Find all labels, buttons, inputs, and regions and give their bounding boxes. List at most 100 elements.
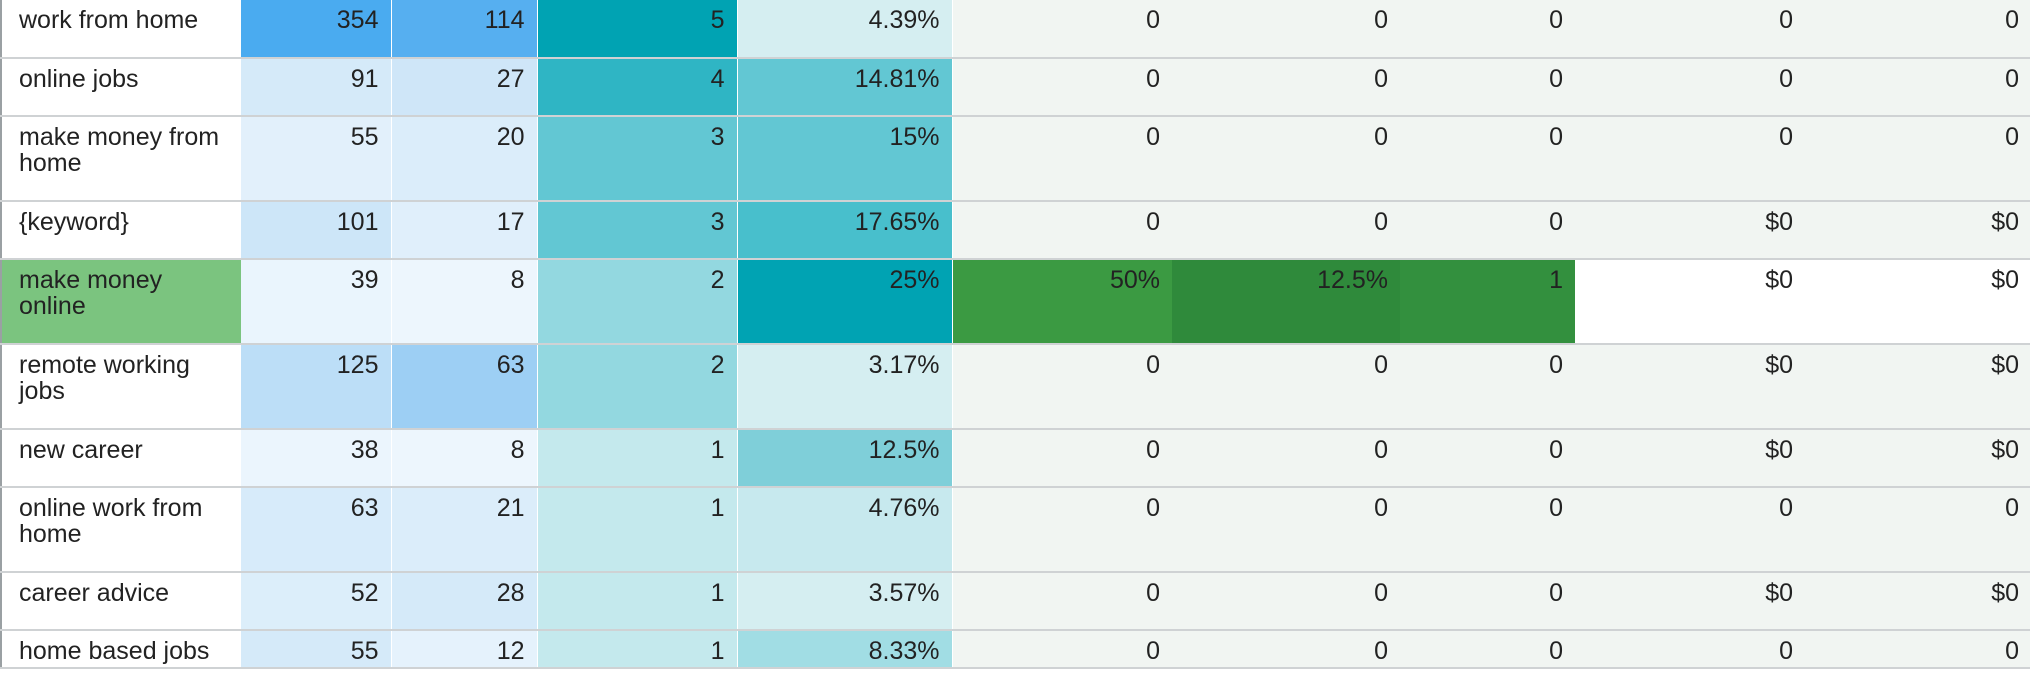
table-row[interactable]: make money from home 55 20 3 15% 0 0 0 0 0	[0, 116, 2030, 202]
impressions-cell: 28	[391, 572, 538, 631]
metric-b-cell: 0	[1172, 344, 1400, 430]
metric-d-cell: 0	[1575, 0, 1805, 59]
keyword-cell: online jobs	[0, 58, 241, 117]
rate-cell: 15%	[737, 116, 953, 202]
metric-a-cell: 0	[952, 58, 1172, 117]
metric-d-cell: 0	[1575, 487, 1805, 573]
metric-d-cell: 0	[1575, 630, 1805, 669]
clicks-cell: 55	[241, 116, 392, 202]
count-cell: 5	[537, 0, 738, 59]
table-row[interactable]: {keyword} 101 17 3 17.65% 0 0 0 $0 $0	[0, 201, 2030, 260]
metric-d-cell: 0	[1575, 116, 1805, 202]
metric-c-cell: 0	[1400, 116, 1575, 202]
count-cell: 4	[537, 58, 738, 117]
impressions-cell: 17	[391, 201, 538, 260]
metric-d-cell: $0	[1575, 259, 1805, 345]
metric-d-cell: $0	[1575, 201, 1805, 260]
keyword-cell: make money online	[0, 259, 241, 345]
impressions-cell: 20	[391, 116, 538, 202]
keyword-performance-table: work from home 354 114 5 4.39% 0 0 0 0 0 online jo…	[0, 0, 2030, 669]
clicks-cell: 354	[241, 0, 392, 59]
rate-cell: 3.17%	[737, 344, 953, 430]
table-row[interactable]: online jobs 91 27 4 14.81% 0 0 0 0 0	[0, 58, 2030, 117]
rate-cell: 4.76%	[737, 487, 953, 573]
metric-b-cell: 0	[1172, 429, 1400, 488]
metric-c-cell: 0	[1400, 201, 1575, 260]
metric-b-cell: 0	[1172, 201, 1400, 260]
impressions-cell: 12	[391, 630, 538, 669]
clicks-cell: 38	[241, 429, 392, 488]
metric-b-cell: 0	[1172, 572, 1400, 631]
metric-e-cell: 0	[1805, 487, 2030, 573]
table-row[interactable]: make money online 39 8 2 25% 50% 12.5% 1 $0 $0	[0, 259, 2030, 345]
keyword-cell: remote working jobs	[0, 344, 241, 430]
impressions-cell: 63	[391, 344, 538, 430]
metric-c-cell: 0	[1400, 630, 1575, 669]
table-row[interactable]: new career 38 8 1 12.5% 0 0 0 $0 $0	[0, 429, 2030, 488]
metric-d-cell: 0	[1575, 58, 1805, 117]
clicks-cell: 55	[241, 630, 392, 669]
metric-e-cell: $0	[1805, 572, 2030, 631]
rate-cell: 17.65%	[737, 201, 953, 260]
metric-a-cell: 0	[952, 116, 1172, 202]
count-cell: 3	[537, 201, 738, 260]
keyword-cell: new career	[0, 429, 241, 488]
impressions-cell: 8	[391, 259, 538, 345]
metric-c-cell: 0	[1400, 0, 1575, 59]
count-cell: 1	[537, 572, 738, 631]
metric-b-cell: 12.5%	[1172, 259, 1400, 345]
rate-cell: 14.81%	[737, 58, 953, 117]
metric-e-cell: 0	[1805, 58, 2030, 117]
metric-c-cell: 0	[1400, 572, 1575, 631]
metric-c-cell: 0	[1400, 429, 1575, 488]
metric-c-cell: 1	[1400, 259, 1575, 345]
metric-c-cell: 0	[1400, 487, 1575, 573]
impressions-cell: 27	[391, 58, 538, 117]
metric-d-cell: $0	[1575, 344, 1805, 430]
clicks-cell: 52	[241, 572, 392, 631]
rate-cell: 12.5%	[737, 429, 953, 488]
keyword-cell: career advice	[0, 572, 241, 631]
keyword-cell: home based jobs	[0, 630, 241, 669]
count-cell: 1	[537, 429, 738, 488]
clicks-cell: 39	[241, 259, 392, 345]
metric-a-cell: 0	[952, 572, 1172, 631]
impressions-cell: 8	[391, 429, 538, 488]
metric-d-cell: $0	[1575, 572, 1805, 631]
metric-e-cell: $0	[1805, 201, 2030, 260]
metric-e-cell: $0	[1805, 259, 2030, 345]
clicks-cell: 63	[241, 487, 392, 573]
data-table: work from home 354 114 5 4.39% 0 0 0 0 0 online jo…	[0, 0, 2030, 669]
count-cell: 2	[537, 259, 738, 345]
table-row[interactable]: online work from home 63 21 1 4.76% 0 0 0 0 0	[0, 487, 2030, 573]
metric-a-cell: 0	[952, 0, 1172, 59]
metric-a-cell: 0	[952, 487, 1172, 573]
keyword-cell: {keyword}	[0, 201, 241, 260]
metric-e-cell: $0	[1805, 429, 2030, 488]
table-row[interactable]: remote working jobs 125 63 2 3.17% 0 0 0 $0 $0	[0, 344, 2030, 430]
table-body: work from home 354 114 5 4.39% 0 0 0 0 0 online jo…	[0, 0, 2030, 669]
rate-cell: 8.33%	[737, 630, 953, 669]
table-row[interactable]: home based jobs 55 12 1 8.33% 0 0 0 0 0	[0, 630, 2030, 669]
metric-c-cell: 0	[1400, 344, 1575, 430]
keyword-cell: make money from home	[0, 116, 241, 202]
table-row[interactable]: career advice 52 28 1 3.57% 0 0 0 $0 $0	[0, 572, 2030, 631]
table-row[interactable]: work from home 354 114 5 4.39% 0 0 0 0 0	[0, 0, 2030, 59]
clicks-cell: 101	[241, 201, 392, 260]
impressions-cell: 114	[391, 0, 538, 59]
metric-a-cell: 50%	[952, 259, 1172, 345]
metric-e-cell: 0	[1805, 0, 2030, 59]
count-cell: 1	[537, 630, 738, 669]
metric-c-cell: 0	[1400, 58, 1575, 117]
metric-e-cell: 0	[1805, 116, 2030, 202]
metric-e-cell: 0	[1805, 630, 2030, 669]
rate-cell: 3.57%	[737, 572, 953, 631]
keyword-cell: work from home	[0, 0, 241, 59]
count-cell: 1	[537, 487, 738, 573]
metric-a-cell: 0	[952, 630, 1172, 669]
count-cell: 2	[537, 344, 738, 430]
metric-a-cell: 0	[952, 344, 1172, 430]
impressions-cell: 21	[391, 487, 538, 573]
metric-e-cell: $0	[1805, 344, 2030, 430]
count-cell: 3	[537, 116, 738, 202]
